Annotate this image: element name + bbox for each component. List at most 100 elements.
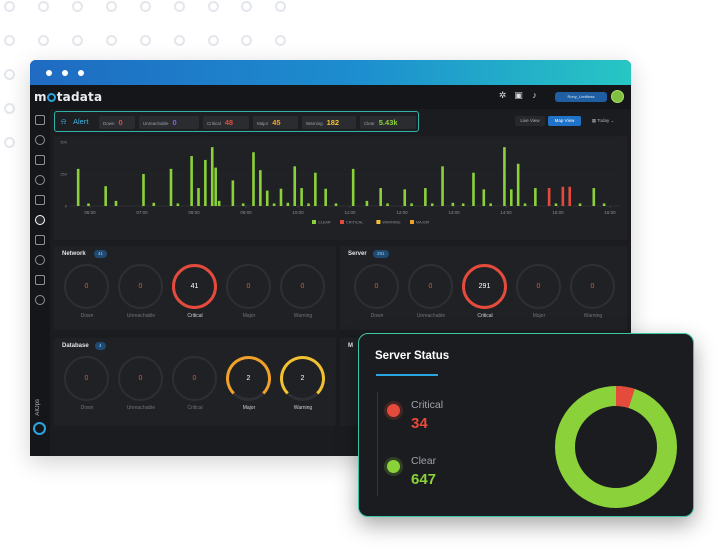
alert-count-unreachable[interactable]: Unreachable 0	[139, 116, 199, 129]
gauge-unreachable[interactable]: 0	[408, 264, 453, 309]
topology-icon[interactable]	[35, 195, 45, 205]
x-tick-label: 14:00	[500, 210, 512, 215]
report-icon[interactable]	[35, 175, 45, 185]
aiops-label[interactable]: AIOps	[35, 399, 41, 416]
alert-icon[interactable]	[35, 215, 45, 225]
gauge-value: 0	[84, 375, 89, 382]
map-view-button[interactable]: Map View	[548, 116, 581, 126]
bar-clear	[379, 188, 382, 206]
gauge-down[interactable]: 0	[64, 264, 109, 309]
bar-clear	[114, 200, 118, 206]
explore-icon[interactable]	[35, 255, 45, 265]
dashboard-icon[interactable]	[35, 115, 45, 125]
user-menu-button[interactable]: Rony_Limitless	[555, 92, 607, 102]
live-view-button[interactable]: Live View	[515, 116, 545, 126]
gauge-major[interactable]: 0	[516, 264, 561, 309]
gauge-label: Major	[242, 313, 256, 319]
bell-icon[interactable]: ♪	[532, 90, 537, 100]
alert-count-label: Major	[257, 121, 269, 126]
bar-clear	[176, 203, 180, 206]
avatar[interactable]	[611, 90, 624, 103]
server-count-badge: 291	[373, 250, 389, 258]
aiops-icon[interactable]	[33, 422, 46, 435]
server-panel: Server 291 0 Down 0 Unreachable 291 Critical 0…	[340, 246, 627, 330]
legend-divider	[377, 392, 378, 496]
bar-clear	[87, 203, 90, 206]
network-count-badge: 41	[94, 250, 108, 258]
bar-clear	[142, 174, 145, 206]
bug-icon[interactable]: ✲	[498, 90, 507, 100]
alert-count-warning[interactable]: Warning 182	[302, 116, 356, 129]
settings-icon[interactable]	[35, 295, 45, 305]
gauge-unreachable[interactable]: 0	[118, 264, 163, 309]
time-range-label: Today	[597, 118, 610, 123]
alert-count-down[interactable]: Down 0	[99, 116, 135, 129]
bar-clear	[286, 202, 290, 206]
bar-clear	[214, 167, 217, 206]
legend-label: CRITICAL	[346, 221, 363, 225]
gauge-unreachable[interactable]: 0	[118, 356, 163, 401]
sidebar: AIOps	[30, 109, 50, 456]
gauge-critical[interactable]: 41	[172, 264, 217, 309]
bar-clear	[314, 172, 317, 206]
gauge-critical[interactable]: 291	[462, 264, 507, 309]
decorative-dot	[241, 35, 252, 46]
network-icon[interactable]	[35, 235, 45, 245]
logo: m tadata	[34, 90, 103, 104]
alert-count-value: 182	[326, 118, 340, 127]
gauge-label: Critical	[187, 405, 203, 411]
gauge-major[interactable]: 0	[226, 264, 271, 309]
bar-clear	[554, 203, 558, 206]
gauge-value: 0	[374, 283, 379, 290]
monitor-icon[interactable]	[35, 135, 45, 145]
top-bar: m tadata ✲ ▣ ♪ Rony_Limitless	[30, 85, 631, 109]
x-tick-label: 06:00	[84, 210, 96, 215]
status-label-clear: Clear	[411, 455, 437, 467]
gauge-label: Down	[80, 405, 94, 411]
bar-clear	[300, 188, 303, 206]
gauge-label: Warning	[293, 313, 313, 319]
status-label-critical: Critical	[411, 399, 444, 411]
x-tick-label: 16:00	[604, 210, 616, 215]
gauge-label: Unreachable	[126, 313, 156, 319]
status-dot-clear	[387, 460, 400, 473]
bar-clear	[461, 203, 465, 206]
database-panel: Database 4 0 Down 0 Unreachable 0 Critical 2 Ma…	[54, 338, 336, 426]
bar-clear	[386, 203, 389, 206]
donut-slice-critical	[555, 386, 677, 508]
gauge-warning[interactable]: 2	[280, 356, 325, 401]
window-dot-icon	[46, 70, 52, 76]
time-range-dropdown[interactable]: ▦ Today ⌄	[585, 116, 621, 126]
gauge-label: Major	[242, 405, 256, 411]
gauge-major[interactable]: 2	[226, 356, 271, 401]
bar-clear	[410, 203, 413, 206]
bar-clear	[523, 203, 527, 206]
alert-count-clear[interactable]: Clear 5.43k	[360, 116, 416, 129]
gauge-value: 0	[84, 283, 89, 290]
gauge-warning[interactable]: 0	[280, 264, 325, 309]
alert-count-major[interactable]: Major 45	[253, 116, 298, 129]
gauge-value: 0	[300, 283, 305, 290]
decorative-dot	[106, 1, 117, 12]
clipboard-icon[interactable]: ▣	[514, 90, 523, 100]
decorative-dot	[38, 1, 49, 12]
network-panel: Network 41 0 Down 0 Unreachable 41 Critical 0 M…	[54, 246, 336, 330]
chart-icon[interactable]	[35, 155, 45, 165]
gauge-critical[interactable]: 0	[172, 356, 217, 401]
gauge-warning[interactable]: 0	[570, 264, 615, 309]
alert-count-critical[interactable]: Critical 48	[203, 116, 249, 129]
gauge-value: 2	[300, 375, 305, 382]
gauge-down[interactable]: 0	[64, 356, 109, 401]
gauge-label: Critical	[187, 313, 203, 319]
bar-clear	[403, 189, 407, 206]
bar-clear	[190, 156, 193, 206]
bar-clear	[210, 147, 214, 206]
bar-clear	[169, 168, 173, 206]
bar-clear	[578, 203, 582, 206]
gauge-label: Major	[532, 313, 546, 319]
bar-clear	[252, 152, 255, 206]
audit-icon[interactable]	[35, 275, 45, 285]
gauge-down[interactable]: 0	[354, 264, 399, 309]
decorative-dot	[4, 1, 15, 12]
title-underline	[376, 374, 438, 376]
